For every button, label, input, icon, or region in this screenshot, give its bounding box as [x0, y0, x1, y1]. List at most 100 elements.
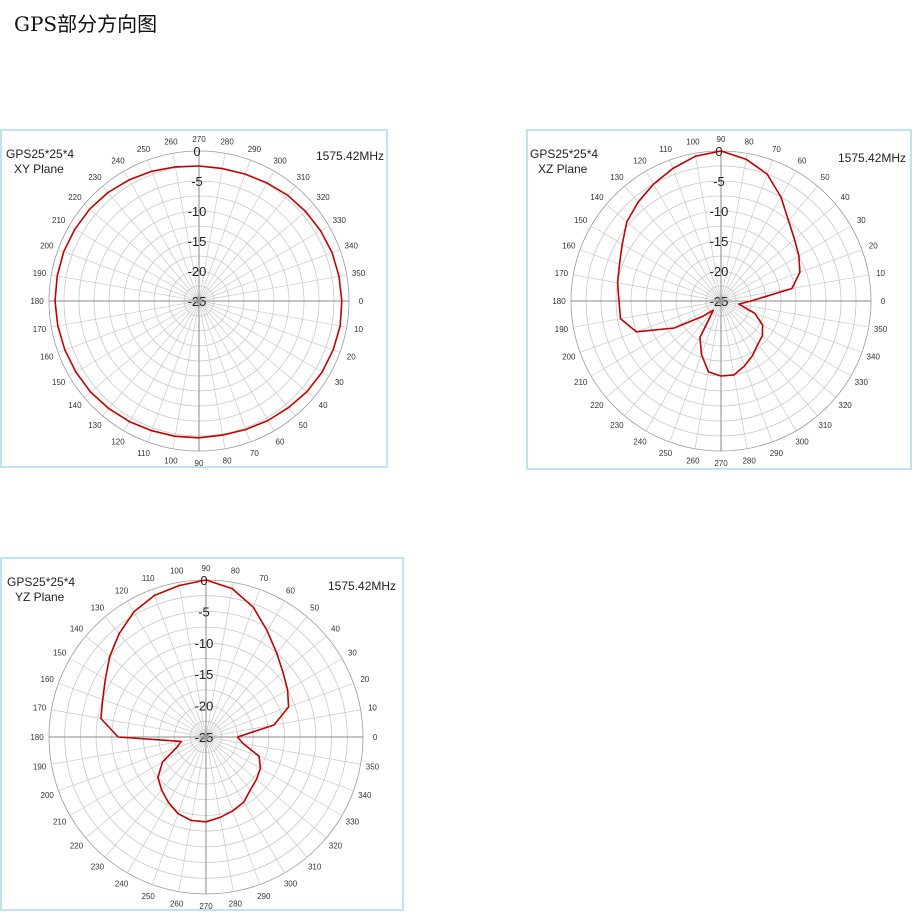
angle-tick-label: 120 [633, 157, 647, 166]
grid-spoke [720, 170, 797, 302]
grid-spoke [205, 736, 343, 816]
center-mark [203, 734, 209, 740]
radial-tick-label: -5 [198, 604, 210, 619]
angle-tick-label: 170 [555, 269, 569, 278]
angle-tick-label: 190 [33, 269, 47, 278]
angle-tick-label: 10 [354, 325, 363, 334]
chart-frequency-label: 1575.42MHz [328, 579, 397, 593]
grid-spoke [645, 300, 722, 432]
radial-tick-label: -10 [710, 204, 729, 219]
grid-spoke [720, 274, 869, 302]
grid-spoke [720, 300, 797, 432]
chart-frequency-label: 1575.42MHz [316, 149, 385, 163]
angle-tick-label: 60 [798, 157, 807, 166]
pattern-series-line [616, 150, 801, 377]
angle-tick-label: 320 [329, 842, 343, 851]
grid-spoke [720, 300, 869, 328]
angle-tick-label: 290 [257, 892, 271, 901]
angle-tick-label: 60 [276, 437, 285, 446]
grid-spoke [69, 736, 207, 816]
grid-spoke [198, 300, 330, 377]
grid-spoke [198, 300, 347, 328]
grid-spoke [720, 249, 863, 302]
angle-tick-label: 80 [231, 567, 240, 576]
angle-tick-label: 120 [111, 437, 125, 446]
angle-tick-label: 50 [310, 604, 319, 613]
grid-spoke [85, 736, 207, 839]
angle-tick-label: 350 [352, 269, 366, 278]
grid-spoke [102, 185, 200, 302]
grid-spoke [58, 682, 207, 738]
grid-spoke [51, 709, 207, 738]
grid-spoke [205, 582, 234, 738]
yz-plane-chart: 0 10 20 30 40 50 60 70 80 90 100 110 120 130 140 150 160… [0, 557, 404, 911]
grid-spoke [58, 736, 207, 792]
angle-tick-label: 20 [869, 242, 878, 251]
angle-tick-label: 230 [88, 173, 102, 182]
grid-spoke [127, 600, 207, 738]
grid-spoke [720, 300, 863, 353]
grid-spoke [669, 300, 722, 443]
grid-spoke [205, 736, 234, 892]
angle-tick-label: 110 [659, 145, 672, 154]
grid-spoke [720, 153, 748, 302]
angle-tick-label: 150 [52, 378, 66, 387]
polar-grid [570, 150, 872, 452]
grid-spoke [720, 204, 837, 302]
angle-tick-label: 260 [164, 137, 178, 146]
angle-tick-label: 340 [358, 791, 372, 800]
angle-tick-label: 30 [348, 649, 357, 658]
angle-tick-label: 320 [838, 401, 852, 410]
grid-spoke [720, 159, 773, 302]
angle-tick-label: 140 [68, 401, 82, 410]
angle-tick-label: 100 [170, 567, 184, 576]
chart-frequency-label: 1575.42MHz [838, 151, 907, 165]
angle-tick-label: 330 [346, 818, 360, 827]
angle-tick-label: 90 [717, 135, 726, 144]
grid-spoke [573, 274, 722, 302]
angle-tick-label: 180 [30, 297, 44, 306]
angle-tick-label: 190 [555, 325, 569, 334]
angle-tick-label: 160 [40, 352, 54, 361]
angle-tick-label: 40 [841, 193, 850, 202]
grid-spoke [127, 736, 207, 874]
angle-tick-label: 290 [248, 145, 262, 154]
grid-spoke [104, 616, 207, 738]
angle-tick-label: 310 [308, 862, 322, 871]
grid-spoke [102, 300, 200, 417]
angle-tick-label: 230 [91, 862, 105, 871]
chart-plane-label: XY Plane [14, 162, 64, 176]
angle-tick-label: 270 [714, 459, 728, 468]
angle-tick-label: 330 [333, 216, 347, 225]
grid-spoke [198, 225, 330, 302]
grid-spoke [579, 249, 722, 302]
angle-tick-label: 260 [170, 899, 184, 908]
angle-tick-label: 220 [590, 401, 604, 410]
grid-spoke [205, 736, 361, 765]
grid-spoke [123, 170, 200, 302]
angle-tick-label: 170 [33, 325, 47, 334]
grid-spoke [205, 658, 343, 738]
angle-tick-label: 230 [610, 421, 624, 430]
grid-spoke [178, 736, 207, 892]
grid-spoke [151, 589, 207, 738]
grid-spoke [51, 274, 200, 302]
angle-tick-label: 50 [821, 173, 830, 182]
grid-spoke [720, 300, 773, 443]
grid-spoke [83, 300, 200, 398]
angle-tick-label: 110 [137, 449, 150, 458]
angle-tick-label: 40 [331, 624, 340, 633]
grid-spoke [172, 153, 200, 302]
angle-tick-label: 240 [633, 437, 647, 446]
grid-spoke [205, 736, 354, 792]
center-mark [718, 298, 724, 304]
angle-tick-label: 130 [88, 421, 102, 430]
angle-tick-label: 310 [296, 173, 310, 182]
angle-tick-label: 350 [874, 325, 888, 334]
grid-spoke [83, 204, 200, 302]
angle-tick-label: 280 [742, 457, 756, 466]
angle-tick-label: 60 [286, 587, 295, 596]
grid-spoke [85, 635, 207, 738]
angle-tick-label: 150 [574, 216, 588, 225]
grid-spoke [645, 170, 722, 302]
